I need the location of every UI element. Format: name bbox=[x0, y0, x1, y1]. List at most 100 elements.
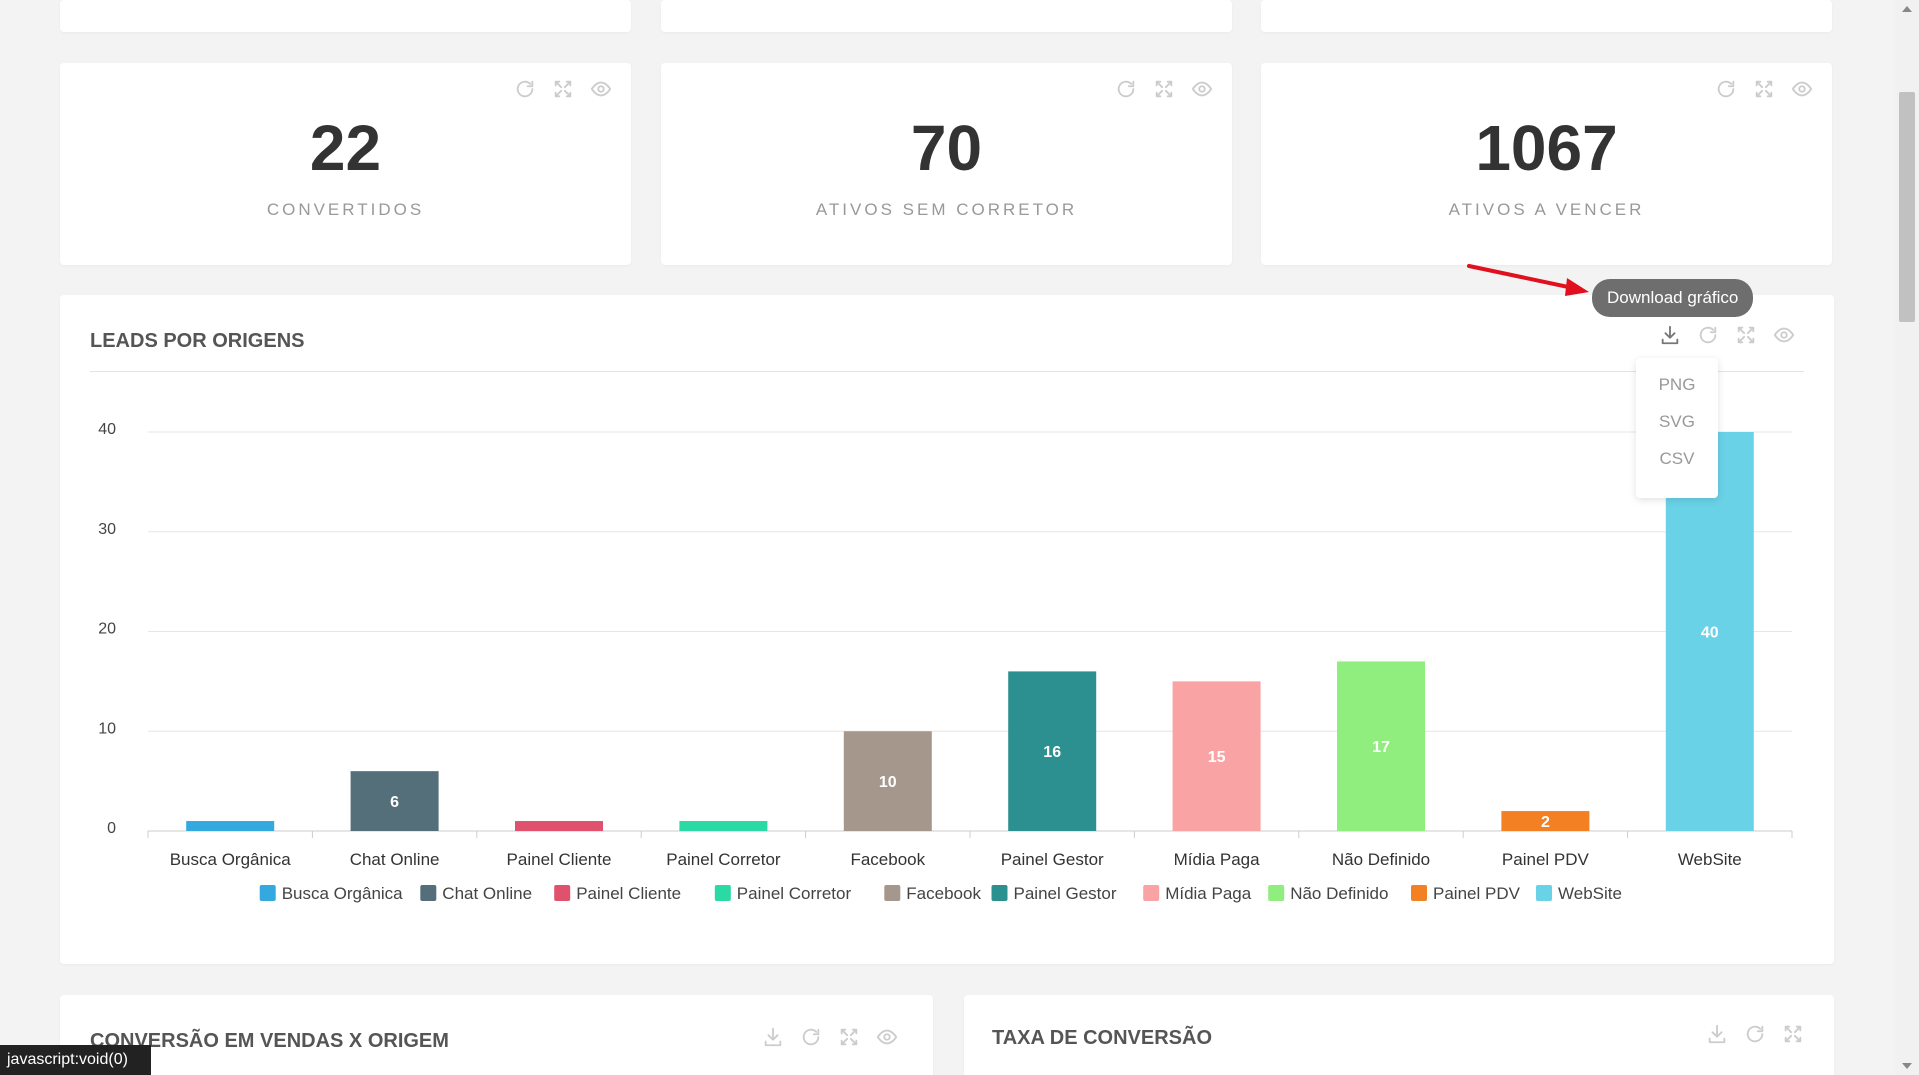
x-tick-label: Chat Online bbox=[350, 850, 440, 869]
stat-value: 22 bbox=[309, 112, 382, 184]
bar bbox=[1501, 811, 1590, 831]
refresh-icon[interactable] bbox=[512, 77, 538, 101]
eye-icon[interactable] bbox=[874, 1025, 900, 1049]
x-tick-label: Facebook bbox=[850, 850, 925, 869]
chart-card-leads-por-origens: LEADS POR ORIGENS 0 10 20 30 40 Busca Orgânic… bbox=[60, 295, 1834, 964]
legend-label: Mídia Paga bbox=[1165, 884, 1252, 903]
data-label: 17 bbox=[1372, 739, 1390, 756]
top-card-2 bbox=[661, 0, 1232, 32]
bar bbox=[186, 821, 275, 831]
legend-swatch bbox=[1536, 885, 1552, 901]
expand-icon[interactable] bbox=[1151, 77, 1177, 101]
card-title: CONVERSÃO EM VENDAS X ORIGEM bbox=[90, 1030, 449, 1052]
legend-label: Chat Online bbox=[442, 884, 532, 903]
x-tick-label: Busca Orgânica bbox=[170, 850, 291, 869]
download-icon[interactable] bbox=[760, 1025, 786, 1049]
eye-icon[interactable] bbox=[588, 77, 614, 101]
data-label: 16 bbox=[1043, 744, 1061, 761]
scroll-thumb[interactable] bbox=[1899, 92, 1915, 322]
card-tools bbox=[1113, 77, 1215, 101]
legend-label: Busca Orgânica bbox=[282, 884, 403, 903]
card-tools bbox=[1704, 1022, 1806, 1046]
bar bbox=[350, 771, 439, 831]
expand-icon[interactable] bbox=[1780, 1022, 1806, 1046]
card-taxa-conversao: TAXA DE CONVERSÃO bbox=[964, 995, 1834, 1075]
y-tick-label: 10 bbox=[98, 720, 116, 737]
bar bbox=[1337, 661, 1425, 831]
expand-icon[interactable] bbox=[550, 77, 576, 101]
y-tick-label: 0 bbox=[107, 820, 116, 837]
download-svg-option[interactable]: SVG bbox=[1659, 412, 1695, 431]
bar bbox=[515, 821, 603, 831]
legend-swatch bbox=[1268, 885, 1285, 901]
eye-icon[interactable] bbox=[1771, 323, 1797, 347]
bar bbox=[1172, 681, 1261, 831]
x-tick-label: Painel Corretor bbox=[666, 850, 781, 869]
legend-swatch bbox=[991, 885, 1008, 901]
refresh-icon[interactable] bbox=[1742, 1022, 1768, 1046]
bar bbox=[843, 731, 932, 831]
refresh-icon[interactable] bbox=[1695, 323, 1721, 347]
top-card-1 bbox=[60, 0, 631, 32]
x-tick-label: Não Definido bbox=[1332, 850, 1430, 869]
data-label: 6 bbox=[390, 794, 399, 811]
data-label: 2 bbox=[1541, 814, 1550, 831]
bar-chart: 0 10 20 30 40 Busca Orgânica 6 Chat Online Paine… bbox=[98, 421, 1793, 903]
card-tools bbox=[512, 77, 614, 101]
y-tick-label: 20 bbox=[98, 621, 116, 638]
download-png-option[interactable]: PNG bbox=[1658, 375, 1696, 394]
bar bbox=[679, 821, 768, 831]
download-icon[interactable] bbox=[1704, 1022, 1730, 1046]
refresh-icon[interactable] bbox=[1113, 77, 1139, 101]
chart-divider bbox=[90, 371, 1804, 372]
data-label: 15 bbox=[1208, 749, 1226, 766]
legend-label: Facebook bbox=[906, 884, 981, 903]
legend-label: WebSite bbox=[1558, 884, 1622, 903]
legend-swatch bbox=[259, 885, 276, 901]
stat-label: ATIVOS SEM CORRETOR bbox=[815, 200, 1078, 219]
stat-value: 70 bbox=[910, 112, 983, 184]
data-label: 10 bbox=[879, 774, 897, 791]
stat-card-ativos-sem-corretor: 70 ATIVOS SEM CORRETOR bbox=[661, 63, 1232, 265]
stat-card-convertidos: 22 CONVERTIDOS bbox=[60, 63, 631, 265]
x-tick-label: Painel Gestor bbox=[1001, 850, 1104, 869]
chart-title: LEADS POR ORIGENS bbox=[90, 330, 305, 352]
download-csv-option[interactable]: CSV bbox=[1659, 449, 1695, 468]
x-tick-label: Mídia Paga bbox=[1174, 850, 1261, 869]
scroll-down-arrow-icon[interactable] bbox=[1902, 1063, 1912, 1069]
chart-tools bbox=[1657, 323, 1797, 347]
eye-icon[interactable] bbox=[1789, 77, 1815, 101]
expand-icon[interactable] bbox=[836, 1025, 862, 1049]
page-scrollbar[interactable] bbox=[1895, 0, 1919, 1075]
stat-card-ativos-a-vencer: 1067 ATIVOS A VENCER bbox=[1261, 63, 1832, 265]
legend-swatch bbox=[1411, 885, 1427, 901]
refresh-icon[interactable] bbox=[1713, 77, 1739, 101]
stat-value: 1067 bbox=[1475, 112, 1618, 184]
card-title: TAXA DE CONVERSÃO bbox=[992, 1027, 1213, 1049]
expand-icon[interactable] bbox=[1733, 323, 1759, 347]
legend-label: Painel Corretor bbox=[737, 884, 852, 903]
download-icon[interactable] bbox=[1657, 323, 1683, 347]
bar bbox=[1008, 671, 1097, 831]
eye-icon[interactable] bbox=[1189, 77, 1215, 101]
scroll-up-arrow-icon[interactable] bbox=[1902, 6, 1912, 12]
download-tooltip: Download gráfico bbox=[1592, 279, 1754, 317]
card-conversao-vendas-origem: CONVERSÃO EM VENDAS X ORIGEM bbox=[60, 995, 933, 1075]
legend-swatch bbox=[884, 885, 901, 901]
x-tick-label: Painel Cliente bbox=[507, 850, 612, 869]
legend-label: Painel PDV bbox=[1433, 884, 1521, 903]
legend-label: Painel Gestor bbox=[1014, 884, 1117, 903]
bar bbox=[1665, 432, 1754, 831]
expand-icon[interactable] bbox=[1751, 77, 1777, 101]
refresh-icon[interactable] bbox=[798, 1025, 824, 1049]
browser-status-bar: javascript:void(0) bbox=[0, 1045, 151, 1075]
legend-label: Painel Cliente bbox=[576, 884, 681, 903]
x-tick-label: WebSite bbox=[1678, 850, 1742, 869]
top-card-3 bbox=[1261, 0, 1832, 32]
y-tick-label: 30 bbox=[98, 521, 116, 538]
legend-swatch bbox=[714, 885, 731, 901]
annotation-arrow-icon bbox=[1467, 264, 1589, 296]
download-dropdown: PNG SVG CSV bbox=[1636, 358, 1718, 498]
stat-label: CONVERTIDOS bbox=[266, 200, 425, 219]
legend-swatch bbox=[554, 885, 571, 901]
